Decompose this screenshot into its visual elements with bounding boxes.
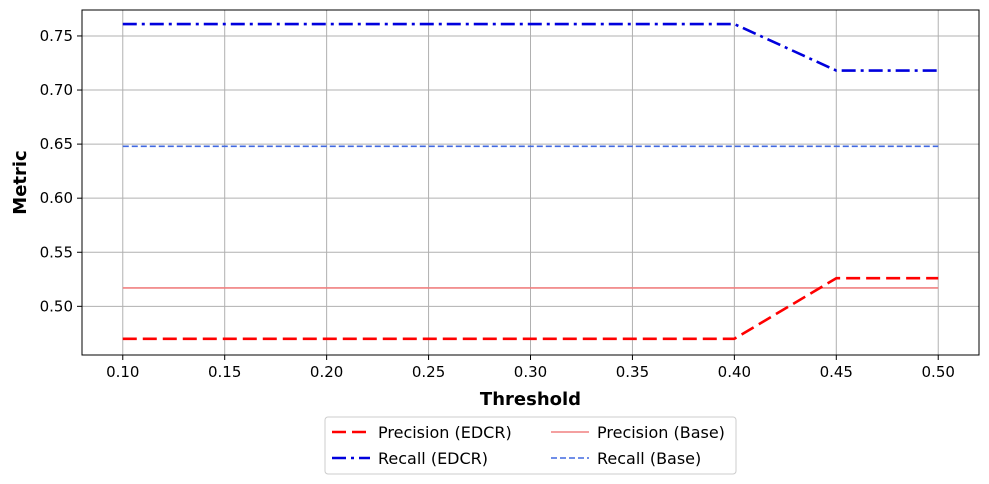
x-tick-label: 0.35 bbox=[616, 363, 649, 381]
y-axis-title: Metric bbox=[10, 150, 31, 214]
x-tick-label: 0.25 bbox=[412, 363, 445, 381]
legend-box bbox=[324, 416, 737, 475]
legend-label: Precision (EDCR) bbox=[378, 423, 512, 442]
x-tick-label: 0.45 bbox=[820, 363, 853, 381]
x-axis-title: Threshold bbox=[480, 389, 581, 410]
series-line bbox=[122, 276, 939, 341]
x-tick-label: 0.20 bbox=[310, 363, 343, 381]
y-tick-label: 0.60 bbox=[40, 189, 73, 207]
y-tick-label: 0.65 bbox=[40, 135, 73, 153]
legend-label: Recall (EDCR) bbox=[378, 449, 488, 468]
series-layer bbox=[122, 22, 939, 341]
series-line bbox=[122, 22, 939, 72]
y-tick-label: 0.55 bbox=[40, 243, 73, 261]
x-tick-label: 0.30 bbox=[514, 363, 547, 381]
legend-label: Recall (Base) bbox=[597, 449, 701, 468]
x-tick-label: 0.50 bbox=[922, 363, 955, 381]
y-tick-label: 0.70 bbox=[40, 81, 73, 99]
y-tick-label: 0.50 bbox=[40, 297, 73, 315]
legend-label: Precision (Base) bbox=[597, 423, 725, 442]
y-tick-label: 0.75 bbox=[40, 27, 73, 45]
x-tick-label: 0.10 bbox=[106, 363, 139, 381]
x-tick-label: 0.40 bbox=[718, 363, 751, 381]
legend: Precision (EDCR) Recall (EDCR) Precision (… bbox=[324, 416, 737, 475]
tick-layer: 0.10 0.15 0.20 0.25 0.30 0.35 0.40 0.45 0.50 0.50… bbox=[40, 27, 955, 381]
grid-layer bbox=[82, 10, 979, 355]
x-tick-label: 0.15 bbox=[208, 363, 241, 381]
